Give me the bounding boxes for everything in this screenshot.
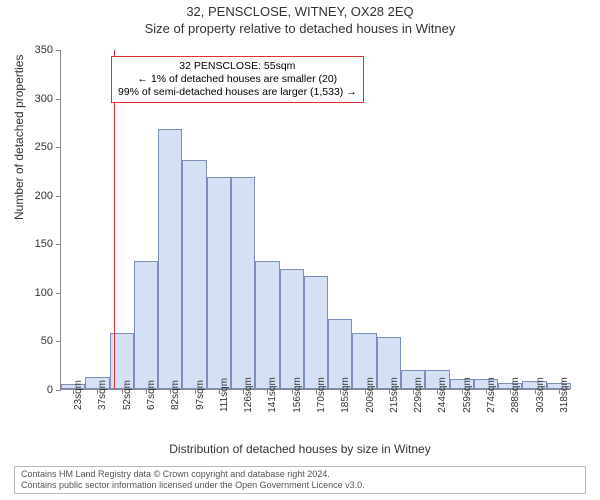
annotation-line: 32 PENSCLOSE: 55sqm: [118, 60, 357, 73]
y-tick: [56, 147, 61, 148]
histogram-bar: [158, 129, 182, 389]
x-tick-label: 52sqm: [122, 380, 133, 410]
histogram-bar: [207, 177, 231, 389]
plot-rect: 05010015020025030035023sqm37sqm52sqm67sq…: [60, 50, 570, 390]
y-tick: [56, 293, 61, 294]
x-tick-label: 82sqm: [170, 380, 181, 410]
annotation-line: 99% of semi-detached houses are larger (…: [118, 86, 357, 99]
sub-title: Size of property relative to detached ho…: [0, 21, 600, 36]
x-tick-label: 156sqm: [292, 377, 303, 413]
x-tick-label: 126sqm: [243, 377, 254, 413]
x-tick-label: 97sqm: [195, 380, 206, 410]
y-tick-label: 250: [35, 141, 53, 153]
y-tick-label: 0: [47, 384, 53, 396]
x-tick-label: 170sqm: [316, 377, 327, 413]
x-tick-label: 274sqm: [486, 377, 497, 413]
x-tick-label: 259sqm: [462, 377, 473, 413]
x-tick-label: 185sqm: [340, 377, 351, 413]
histogram-bar: [134, 261, 158, 389]
histogram-bar: [182, 160, 206, 389]
x-tick-label: 215sqm: [389, 377, 400, 413]
y-tick-label: 350: [35, 44, 53, 56]
histogram-bar: [255, 261, 279, 389]
histogram-bar: [304, 276, 328, 389]
y-tick: [56, 196, 61, 197]
x-tick-label: 318sqm: [559, 377, 570, 413]
x-tick-label: 23sqm: [73, 380, 84, 410]
y-tick: [56, 390, 61, 391]
x-axis-label: Distribution of detached houses by size …: [0, 442, 600, 456]
annotation-line: ← 1% of detached houses are smaller (20): [118, 73, 357, 86]
chart-area: 05010015020025030035023sqm37sqm52sqm67sq…: [60, 50, 570, 390]
x-tick-label: 200sqm: [365, 377, 376, 413]
title-block: 32, PENSCLOSE, WITNEY, OX28 2EQ Size of …: [0, 0, 600, 36]
x-tick-label: 303sqm: [535, 377, 546, 413]
y-tick-label: 50: [41, 335, 53, 347]
y-axis-label: Number of detached properties: [12, 55, 26, 220]
x-tick-label: 229sqm: [413, 377, 424, 413]
y-tick-label: 150: [35, 238, 53, 250]
footer-line-2: Contains public sector information licen…: [21, 480, 579, 491]
footer-line-1: Contains HM Land Registry data © Crown c…: [21, 469, 579, 480]
x-tick-label: 37sqm: [97, 380, 108, 410]
y-tick-label: 300: [35, 93, 53, 105]
footer-attribution: Contains HM Land Registry data © Crown c…: [14, 466, 586, 495]
y-tick: [56, 99, 61, 100]
y-tick-label: 100: [35, 287, 53, 299]
main-title: 32, PENSCLOSE, WITNEY, OX28 2EQ: [0, 4, 600, 19]
y-tick: [56, 341, 61, 342]
x-tick-label: 67sqm: [146, 380, 157, 410]
x-tick-label: 244sqm: [437, 377, 448, 413]
x-tick-label: 111sqm: [219, 378, 230, 412]
y-tick: [56, 244, 61, 245]
histogram-bar: [280, 269, 304, 389]
histogram-bar: [231, 177, 255, 389]
x-tick-label: 288sqm: [510, 377, 521, 413]
annotation-box: 32 PENSCLOSE: 55sqm← 1% of detached hous…: [111, 56, 364, 103]
x-tick-label: 141sqm: [267, 377, 278, 413]
y-tick: [56, 50, 61, 51]
y-tick-label: 200: [35, 190, 53, 202]
